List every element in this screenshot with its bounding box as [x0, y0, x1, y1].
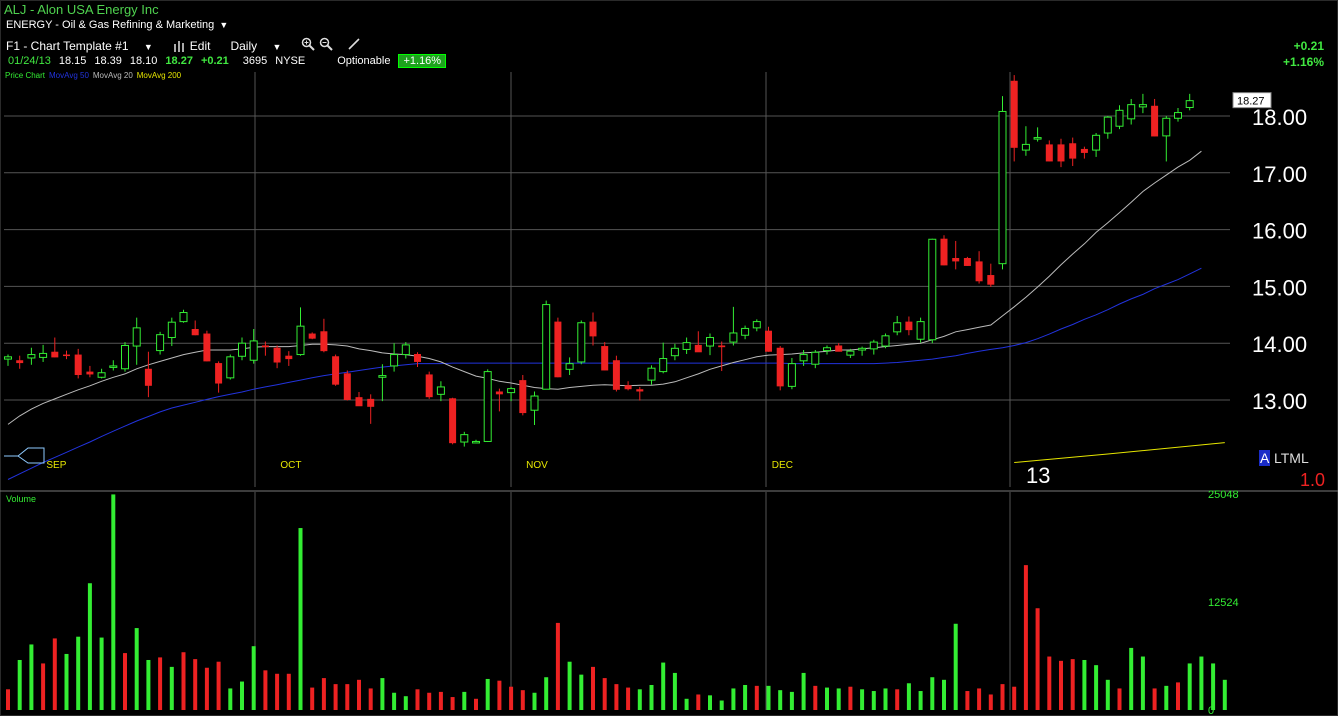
- zoom-in-button[interactable]: [301, 37, 316, 54]
- quote-high: 18.39: [94, 55, 122, 67]
- template-label: F1 - Chart Template #1: [6, 38, 129, 53]
- chevron-down-icon: ▼: [219, 20, 229, 30]
- quote-date: 01/24/13: [8, 55, 51, 67]
- quote-last: 18.27: [165, 55, 193, 67]
- quote-volume: 3695: [242, 55, 268, 67]
- legend-price-chart[interactable]: Price Chart: [5, 71, 46, 80]
- pct-change-badge: +1.16%: [398, 54, 447, 68]
- chart-legend: Price Chart MovAvg 50 MovAvg 20 MovAvg 2…: [5, 71, 185, 80]
- edit-button[interactable]: Edit: [173, 39, 221, 53]
- zoom-out-icon: [320, 37, 334, 51]
- window-title: ALJ - Alon USA Energy Inc: [4, 2, 159, 17]
- edit-label: Edit: [189, 38, 211, 53]
- chart-toolbar: F1 - Chart Template #1 ▼ Edit Daily ▼: [6, 37, 371, 54]
- interval-label: Daily: [230, 38, 258, 53]
- legend-mov-avg-50[interactable]: MovAvg 50: [49, 71, 89, 80]
- quote-open: 18.15: [58, 55, 87, 67]
- pencil-icon: [348, 38, 360, 50]
- chevron-down-icon: ▼: [143, 41, 153, 52]
- right-change-value: +0.21: [1293, 39, 1324, 53]
- bar-chart-icon: [173, 40, 184, 52]
- zoom-out-button[interactable]: [319, 37, 334, 54]
- chevron-down-icon: ▼: [272, 41, 282, 52]
- quote-low: 18.10: [129, 55, 158, 67]
- sector-selector[interactable]: ENERGY - Oil & Gas Refining & Marketing …: [6, 19, 228, 31]
- zoom-in-icon: [302, 37, 316, 51]
- draw-tool-button[interactable]: [347, 37, 361, 54]
- right-pct-change-value: +1.16%: [1282, 55, 1324, 69]
- quote-bar: 01/24/13 18.15 18.39 18.10 18.27 +0.21 3…: [8, 54, 454, 68]
- template-selector[interactable]: F1 - Chart Template #1 ▼: [6, 39, 163, 53]
- sector-label: ENERGY - Oil & Gas Refining & Marketing: [6, 19, 215, 31]
- legend-mov-avg-20[interactable]: MovAvg 20: [92, 71, 133, 80]
- quote-exchange: NYSE: [275, 55, 306, 67]
- optionable-label: Optionable: [337, 55, 391, 67]
- interval-selector[interactable]: Daily ▼: [230, 39, 291, 53]
- legend-mov-avg-200[interactable]: MovAvg 200: [136, 71, 182, 80]
- quote-change: +0.21: [200, 55, 229, 67]
- right-change-panel: +0.21 +1.16%: [1283, 38, 1324, 70]
